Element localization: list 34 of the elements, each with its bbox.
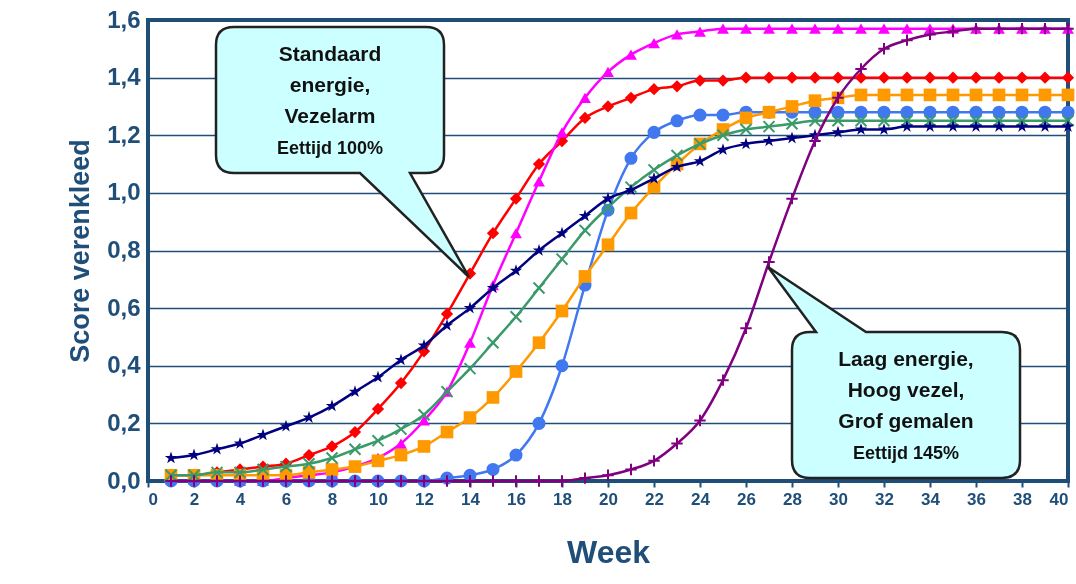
y-tick-label: 1,6 <box>107 5 141 33</box>
y-tick-label: 1,4 <box>107 63 142 91</box>
x-tick-label: 26 <box>737 489 756 509</box>
y-axis-title: Score verenkleed <box>65 139 96 363</box>
y-tick-label: 0,0 <box>107 466 141 494</box>
x-tick-label: 12 <box>415 489 434 509</box>
x-tick-label: 36 <box>967 489 986 509</box>
y-tick-label: 0,8 <box>107 236 141 263</box>
x-tick-label: 6 <box>281 489 292 509</box>
x-tick-label: 16 <box>507 489 526 509</box>
x-tick-label: 8 <box>327 489 338 509</box>
x-tick-label: 28 <box>783 489 802 509</box>
annotation: Standaard energie, Vezelarm Eettijd 100% <box>276 41 384 158</box>
y-tick-label: 0,6 <box>107 293 141 321</box>
x-tick-label: 32 <box>875 489 894 509</box>
x-tick-label: 30 <box>829 489 848 509</box>
x-tick-label: 40 <box>1049 489 1069 509</box>
x-tick-label: 18 <box>553 489 572 509</box>
x-tick-label: 38 <box>1013 489 1032 509</box>
x-axis-title: Week <box>566 533 651 570</box>
annotation: Laag energie, Hoog vezel, Grof gemalen Eettijd 145% <box>838 346 974 463</box>
y-tick-label: 1,2 <box>107 120 141 148</box>
x-tick-label: 14 <box>461 489 481 509</box>
x-tick-label: 20 <box>599 489 618 509</box>
x-tick-label: 4 <box>235 489 246 509</box>
x-tick-label: 24 <box>691 489 711 509</box>
x-tick-label: 10 <box>369 489 388 509</box>
x-tick-label: 2 <box>189 489 200 509</box>
x-tick-label: 34 <box>921 489 941 509</box>
y-tick-label: 1,0 <box>107 178 141 206</box>
y-tick-label: 0,4 <box>107 351 142 379</box>
x-tick-label: 22 <box>645 489 664 509</box>
y-tick-label: 0,2 <box>107 408 141 436</box>
x-tick-label: 0 <box>148 489 158 509</box>
